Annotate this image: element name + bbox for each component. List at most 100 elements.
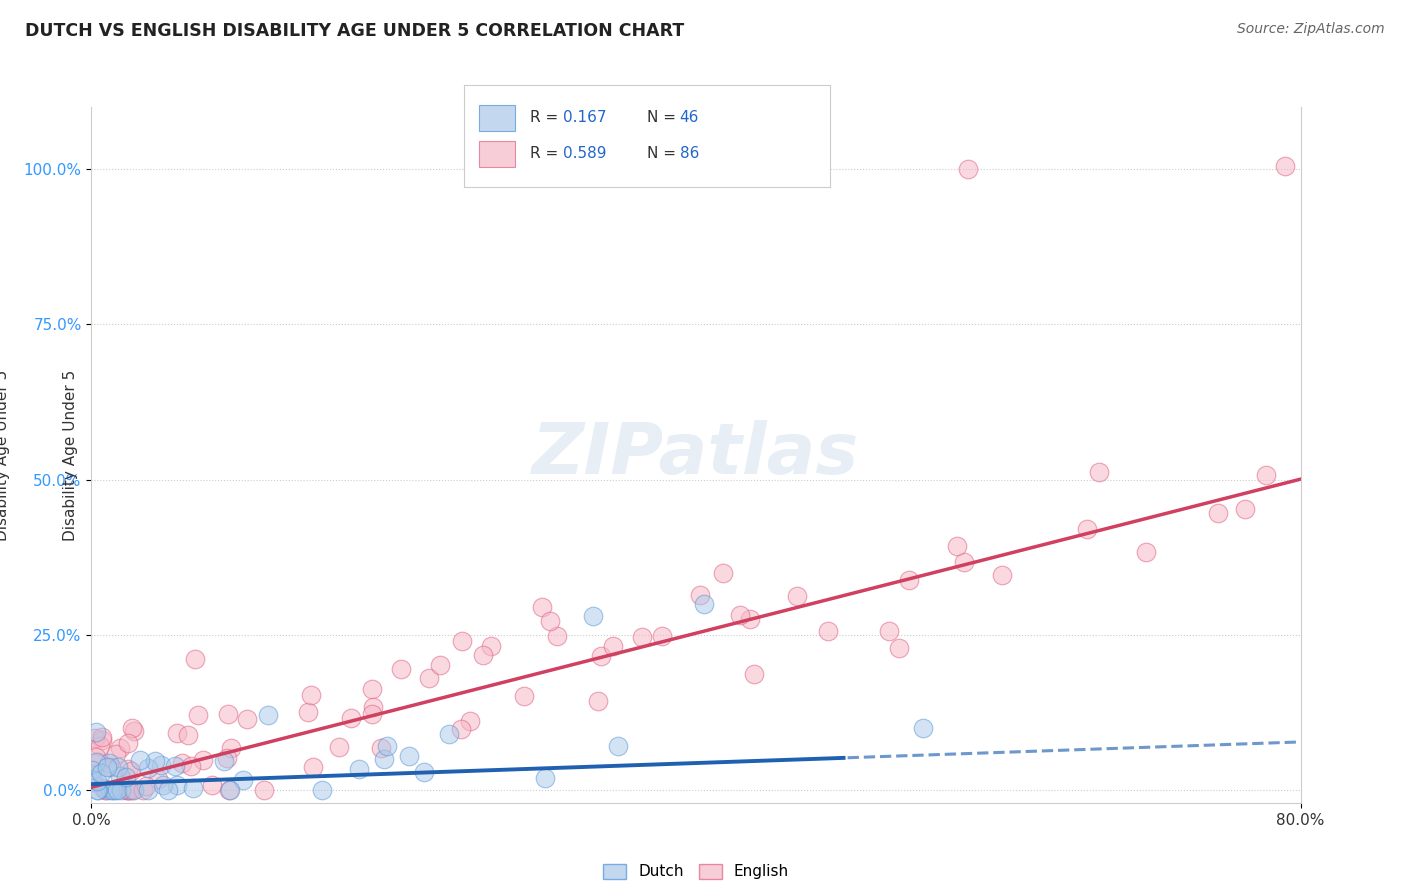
Point: [1206, 506, 1229, 520]
Y-axis label: Disability Age Under 5: Disability Age Under 5: [62, 369, 77, 541]
Point: [89, 739, 111, 753]
Point: [361, 682, 384, 697]
Point: [786, 589, 808, 603]
Point: [689, 589, 711, 603]
Point: [80, 774, 103, 789]
Point: [217, 706, 239, 721]
Point: [152, 778, 174, 792]
Point: [166, 725, 188, 739]
Point: [887, 641, 910, 656]
Point: [191, 753, 214, 767]
Point: [953, 555, 976, 569]
Point: [128, 754, 150, 768]
Point: [100, 759, 122, 773]
Point: [460, 714, 482, 728]
Point: [104, 747, 127, 761]
Legend: Dutch, English: Dutch, English: [596, 857, 796, 886]
Point: [218, 783, 240, 797]
Point: [165, 758, 187, 772]
Point: [253, 783, 276, 797]
Point: [472, 648, 495, 662]
Point: [105, 783, 128, 797]
Point: [177, 728, 200, 742]
Point: [1088, 466, 1111, 480]
Point: [96, 760, 118, 774]
Point: [117, 783, 139, 797]
Point: [219, 741, 242, 756]
Point: [143, 755, 166, 769]
Point: [172, 756, 194, 770]
Point: [215, 751, 238, 765]
Point: [898, 574, 921, 588]
Point: [120, 783, 142, 797]
Point: [120, 764, 142, 778]
Point: [1076, 522, 1098, 536]
Point: [299, 688, 322, 702]
Text: R =: R =: [530, 146, 562, 161]
Text: N =: N =: [647, 146, 681, 161]
Point: [1233, 501, 1256, 516]
Point: [103, 783, 125, 797]
Point: [328, 739, 350, 754]
Point: [413, 765, 436, 780]
Point: [591, 649, 613, 664]
Point: [187, 708, 209, 723]
Point: [738, 612, 761, 626]
Point: [1256, 467, 1278, 482]
Point: [311, 783, 333, 797]
Point: [84, 755, 107, 769]
Text: 46: 46: [679, 110, 699, 125]
Point: [956, 162, 979, 177]
Point: [398, 749, 420, 764]
Point: [911, 721, 934, 735]
Point: [879, 624, 901, 639]
Point: [586, 694, 609, 708]
Point: [429, 657, 451, 672]
Point: [117, 736, 139, 750]
Text: 0.167: 0.167: [562, 110, 606, 125]
Point: [136, 761, 159, 775]
Point: [513, 689, 536, 703]
Point: [122, 724, 145, 739]
Point: [136, 783, 159, 797]
Point: [117, 783, 139, 797]
Point: [450, 634, 472, 648]
Point: [82, 772, 104, 787]
Point: [87, 783, 110, 797]
FancyBboxPatch shape: [478, 105, 515, 131]
Point: [582, 609, 605, 624]
Point: [184, 652, 207, 666]
Point: [945, 539, 967, 553]
Point: [90, 733, 112, 747]
Point: [86, 774, 108, 789]
Point: [90, 766, 112, 780]
Point: [93, 783, 115, 797]
Text: Source: ZipAtlas.com: Source: ZipAtlas.com: [1237, 22, 1385, 37]
Text: 86: 86: [679, 146, 699, 161]
Point: [90, 731, 112, 745]
Point: [256, 708, 278, 723]
Point: [180, 759, 202, 773]
Point: [101, 783, 124, 797]
Text: R =: R =: [530, 110, 562, 125]
Point: [94, 783, 117, 797]
Point: [530, 599, 553, 614]
Point: [117, 763, 139, 777]
Point: [84, 725, 107, 739]
Point: [418, 671, 440, 685]
Point: [1135, 545, 1157, 559]
Point: [546, 629, 568, 643]
Point: [370, 740, 392, 755]
Point: [83, 731, 105, 745]
Point: [817, 624, 839, 639]
Point: [121, 783, 143, 797]
Point: [347, 762, 370, 776]
Point: [361, 699, 384, 714]
Point: [107, 760, 129, 774]
Point: [91, 780, 114, 795]
Point: [108, 769, 131, 783]
Point: [80, 763, 103, 777]
Point: [86, 783, 108, 797]
Point: [166, 778, 188, 792]
Point: [742, 667, 765, 681]
